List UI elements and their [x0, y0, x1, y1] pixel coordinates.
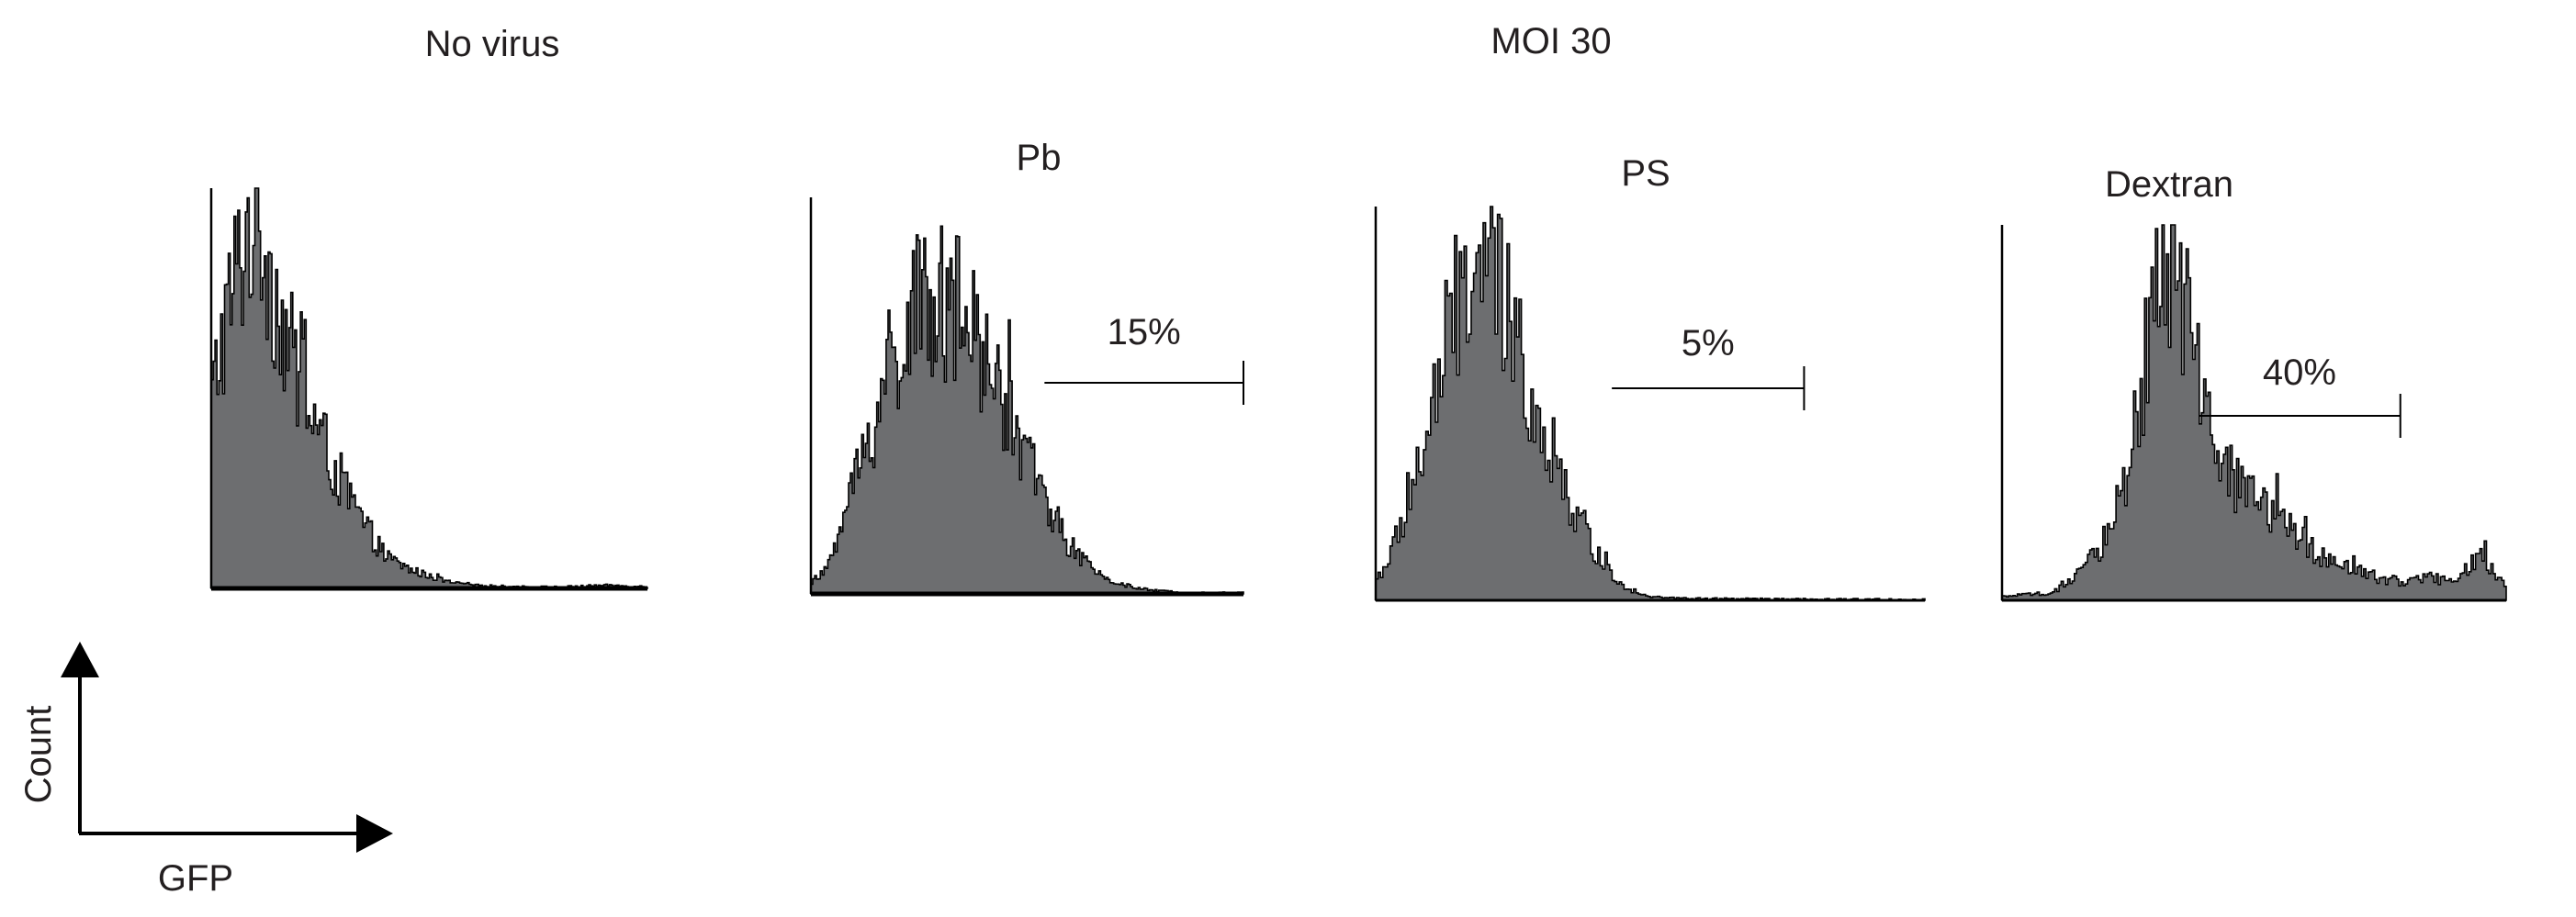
gate-percent-label: 5% [1682, 323, 1735, 363]
legend-right-arrow-icon [356, 814, 393, 853]
histogram-area [210, 187, 648, 589]
group-title-moi-30: MOI 30 [1490, 21, 1612, 62]
legend-x-label: GFP [158, 858, 233, 899]
legend-up-arrow-icon [61, 642, 99, 677]
panel-title: Dextran [2105, 164, 2233, 205]
panel-title: PS [1621, 153, 1670, 194]
gate-percent-label: 15% [1108, 312, 1181, 352]
axis-legend: Count GFP [18, 642, 393, 899]
histogram-area [1375, 206, 1926, 601]
histogram-area [810, 225, 1244, 595]
histogram-panels: Pb 15% PS 5% Dextran 40% [209, 138, 2507, 602]
histogram-area [2001, 224, 2507, 601]
group-title-no-virus: No virus [424, 24, 560, 64]
legend-y-label: Count [18, 706, 59, 804]
histogram-panel-4: Dextran 40% [2000, 164, 2507, 602]
histogram-panel-2: Pb 15% [809, 138, 1244, 597]
panel-title: Pb [1017, 138, 1062, 178]
gate-percent-label: 40% [2263, 352, 2336, 393]
histogram-panel-1 [209, 187, 648, 591]
histogram-panel-3: PS 5% [1374, 153, 1926, 602]
